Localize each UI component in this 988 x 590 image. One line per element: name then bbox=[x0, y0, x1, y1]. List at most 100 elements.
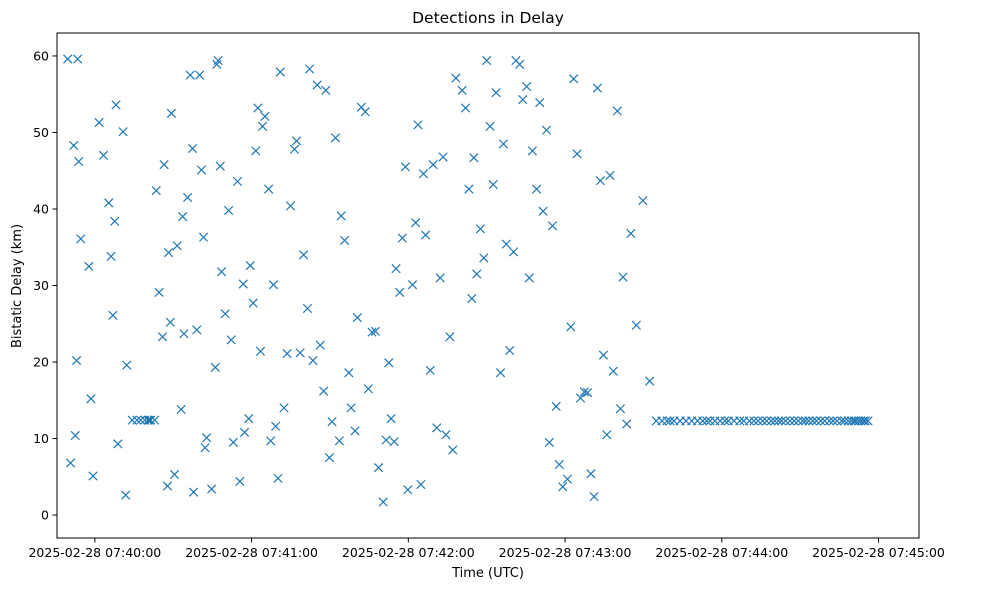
data-point bbox=[460, 103, 471, 113]
data-point bbox=[572, 149, 582, 159]
data-point bbox=[811, 416, 821, 426]
data-point bbox=[501, 239, 511, 249]
data-point bbox=[793, 416, 803, 426]
data-point bbox=[469, 153, 479, 163]
data-point bbox=[589, 492, 599, 502]
data-point bbox=[435, 273, 445, 283]
data-point bbox=[776, 416, 787, 426]
data-point bbox=[863, 416, 873, 426]
y-tick-label: 10 bbox=[33, 431, 49, 446]
data-point bbox=[464, 184, 474, 194]
data-point bbox=[820, 416, 830, 426]
chart-title: Detections in Delay bbox=[412, 9, 564, 27]
data-point bbox=[169, 469, 180, 480]
data-point bbox=[324, 453, 335, 463]
data-point bbox=[702, 416, 712, 426]
data-point bbox=[146, 415, 156, 425]
data-point bbox=[263, 184, 274, 194]
data-point bbox=[346, 403, 356, 413]
data-point bbox=[344, 368, 354, 378]
data-point bbox=[622, 419, 632, 429]
data-point bbox=[275, 67, 285, 77]
data-point bbox=[321, 85, 331, 96]
data-point bbox=[216, 267, 227, 277]
data-point bbox=[118, 127, 128, 137]
data-point bbox=[538, 206, 548, 216]
data-point bbox=[257, 121, 268, 131]
data-point bbox=[514, 59, 525, 69]
data-point bbox=[735, 416, 745, 426]
data-point bbox=[562, 474, 573, 484]
data-point bbox=[720, 416, 730, 426]
data-point bbox=[279, 403, 289, 413]
data-point bbox=[185, 70, 195, 80]
data-point bbox=[74, 156, 84, 167]
data-point bbox=[467, 293, 477, 304]
data-point bbox=[608, 366, 619, 376]
data-point bbox=[631, 320, 641, 330]
data-point bbox=[645, 376, 655, 386]
data-point bbox=[744, 416, 755, 426]
data-point bbox=[157, 332, 168, 342]
data-point bbox=[202, 433, 212, 443]
data-point bbox=[605, 170, 615, 180]
data-point bbox=[150, 415, 160, 425]
data-point bbox=[282, 348, 292, 359]
data-point bbox=[298, 250, 309, 260]
data-point bbox=[121, 490, 131, 500]
data-point bbox=[179, 329, 189, 339]
data-point bbox=[612, 106, 622, 116]
data-point bbox=[196, 165, 207, 175]
data-point bbox=[273, 473, 283, 483]
data-point bbox=[70, 430, 80, 441]
data-point bbox=[753, 416, 763, 426]
data-point bbox=[360, 107, 370, 117]
data-point bbox=[579, 387, 590, 397]
data-point bbox=[582, 387, 593, 398]
data-point bbox=[789, 416, 799, 426]
data-point bbox=[111, 100, 121, 110]
data-point bbox=[178, 212, 188, 222]
data-point bbox=[238, 279, 248, 289]
data-point bbox=[770, 416, 780, 426]
data-point bbox=[403, 485, 413, 495]
data-point bbox=[350, 426, 360, 436]
y-tick-label: 0 bbox=[41, 508, 49, 523]
data-point bbox=[860, 416, 871, 426]
data-point bbox=[498, 139, 509, 149]
data-point bbox=[569, 74, 579, 84]
data-point bbox=[315, 340, 325, 350]
data-point bbox=[626, 228, 636, 239]
x-tick-label: 2025-02-28 07:42:00 bbox=[342, 545, 475, 560]
data-point bbox=[846, 416, 856, 426]
data-point bbox=[495, 368, 506, 378]
y-tick-label: 20 bbox=[33, 355, 49, 370]
data-point bbox=[505, 345, 515, 356]
data-point bbox=[200, 443, 210, 453]
data-point bbox=[285, 201, 296, 211]
data-point bbox=[598, 350, 609, 360]
data-point bbox=[418, 169, 429, 179]
data-point bbox=[618, 272, 628, 282]
data-point bbox=[182, 192, 193, 203]
data-point bbox=[391, 264, 401, 274]
data-point bbox=[389, 436, 399, 447]
data-point bbox=[336, 211, 346, 221]
data-point bbox=[551, 401, 561, 412]
data-point bbox=[370, 326, 381, 337]
data-point bbox=[416, 479, 426, 490]
data-point bbox=[187, 143, 198, 154]
data-point bbox=[554, 459, 564, 470]
data-point bbox=[271, 421, 281, 431]
data-point bbox=[213, 55, 223, 66]
data-point bbox=[135, 415, 146, 425]
data-point bbox=[198, 232, 209, 242]
data-point bbox=[163, 247, 174, 258]
data-point bbox=[566, 322, 576, 332]
data-point bbox=[210, 362, 220, 372]
x-tick-label: 2025-02-28 07:40:00 bbox=[28, 545, 161, 560]
y-axis-label: Bistatic Delay (km) bbox=[10, 224, 25, 348]
data-point bbox=[266, 436, 276, 446]
data-point bbox=[638, 195, 648, 206]
